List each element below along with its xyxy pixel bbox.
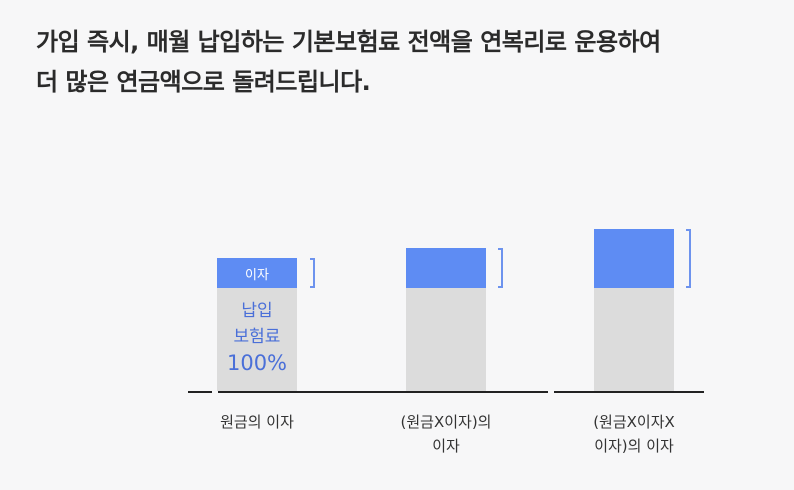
bar-1-interest-label: 이자 — [245, 267, 269, 283]
bar-3-bracket — [686, 229, 691, 288]
bar-1-interest — [217, 258, 297, 288]
bar-1-principal-label: 납입 보험료 100% — [217, 298, 297, 376]
principal-label-line-1: 납입 — [241, 301, 273, 321]
caption-2: (원금X이자)의 이자 — [366, 410, 526, 458]
caption-3-line-2: 이자)의 이자 — [594, 437, 674, 455]
bar-2-principal — [406, 288, 486, 391]
bar-2-bracket — [498, 248, 503, 288]
baseline-segment-2 — [218, 391, 548, 393]
bar-2-interest — [406, 248, 486, 288]
bar-1-principal — [217, 288, 297, 391]
principal-label-line-2: 보험료 — [233, 327, 281, 347]
bar-1-bracket — [310, 258, 315, 288]
principal-label-percent: 100% — [226, 351, 288, 375]
headline-line-2: 더 많은 연금액으로 돌려드립니다. — [36, 68, 371, 96]
caption-1-line-1: 원금의 이자 — [220, 413, 294, 431]
caption-3-line-1: (원금X이자X — [593, 413, 675, 431]
headline-line-1: 가입 즉시, 매월 납입하는 기본보험료 전액을 연복리로 운용하여 — [36, 28, 661, 56]
caption-2-line-1: (원금X이자)의 — [400, 413, 492, 431]
bar-3-principal — [594, 288, 674, 391]
caption-1: 원금의 이자 — [177, 410, 337, 434]
caption-2-line-2: 이자 — [432, 437, 460, 455]
caption-3: (원금X이자X 이자)의 이자 — [554, 410, 714, 458]
baseline-segment-1 — [188, 391, 212, 393]
headline: 가입 즉시, 매월 납입하는 기본보험료 전액을 연복리로 운용하여 더 많은 … — [36, 22, 661, 102]
bar-3-interest — [594, 229, 674, 288]
baseline-segment-3 — [554, 391, 704, 393]
